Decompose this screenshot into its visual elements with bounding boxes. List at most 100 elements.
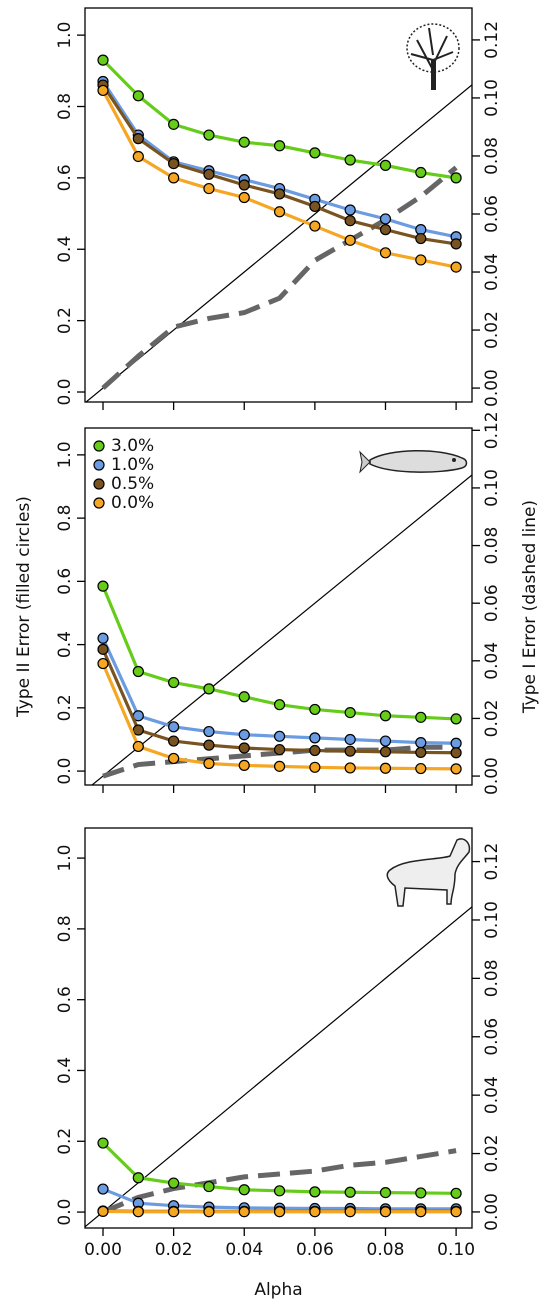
- reference-diagonal: [85, 906, 472, 1228]
- point: [238, 1184, 250, 1196]
- point: [203, 757, 215, 770]
- point: [273, 1206, 286, 1218]
- point: [415, 746, 427, 759]
- point: [168, 735, 180, 747]
- fish-icon: [359, 450, 468, 474]
- point: [379, 1206, 392, 1218]
- point: [344, 204, 356, 216]
- point: [273, 188, 286, 200]
- point: [379, 159, 392, 171]
- point: [415, 254, 427, 266]
- point: [203, 1180, 215, 1193]
- y-tick-label: 0.8: [55, 93, 75, 120]
- point: [450, 1206, 462, 1218]
- point: [203, 739, 215, 751]
- y-axis-label: Type II Error (filled circles): [14, 496, 34, 718]
- y-tick-label: 0.8: [55, 505, 75, 532]
- y2-tick-label: 0.10: [482, 79, 502, 117]
- y-tick-label: 0.2: [55, 1128, 75, 1155]
- point: [97, 84, 109, 97]
- point: [415, 762, 427, 775]
- point: [379, 735, 392, 747]
- point: [203, 168, 215, 180]
- x-axis-label: Alpha: [254, 1280, 302, 1300]
- point: [415, 1187, 427, 1199]
- y-tick-label: 1.0: [55, 441, 75, 468]
- point: [273, 1185, 286, 1197]
- plot-frame: [84, 827, 473, 1229]
- point: [450, 238, 462, 250]
- point: [344, 154, 356, 166]
- point: [97, 1205, 109, 1217]
- y-tick-label: 0.8: [55, 915, 75, 942]
- dog-icon: [386, 838, 471, 907]
- point: [238, 179, 250, 191]
- point: [273, 206, 286, 218]
- y2-tick-label: 0.08: [482, 527, 502, 565]
- point: [97, 54, 109, 66]
- point: [450, 1187, 462, 1199]
- x-tick-label: 0.06: [296, 1240, 334, 1260]
- point: [273, 730, 286, 742]
- y2-tick-label: 0.12: [482, 843, 502, 881]
- y2-tick-label: 0.04: [482, 642, 502, 680]
- x-tick-label: 0.00: [84, 1240, 122, 1260]
- point: [415, 166, 427, 179]
- point: [168, 752, 180, 765]
- point: [415, 711, 427, 723]
- point: [450, 747, 462, 759]
- point: [450, 737, 462, 749]
- point: [379, 762, 392, 774]
- tree-icon: [406, 23, 460, 90]
- y-tick-label: 0.0: [55, 758, 75, 785]
- x-tick-label: 0.02: [155, 1240, 193, 1260]
- y-tick-label: 0.6: [55, 164, 75, 191]
- point: [344, 234, 356, 246]
- point: [273, 760, 286, 772]
- point: [344, 733, 356, 746]
- y-tick-label: 1.0: [55, 845, 75, 872]
- point: [132, 724, 144, 736]
- y-tick-label: 0.2: [55, 694, 75, 721]
- point: [344, 706, 356, 719]
- y-tick-label: 0.0: [55, 378, 75, 405]
- legend-label: 0.5%: [111, 474, 154, 494]
- y2-tick-label: 0.12: [482, 21, 502, 59]
- y2-tick-label: 0.02: [482, 311, 502, 349]
- point: [309, 200, 321, 213]
- plot-frame: [84, 427, 473, 786]
- point: [238, 691, 250, 703]
- y-tick-label: 0.4: [55, 1057, 75, 1084]
- y2-tick-label: 0.00: [482, 369, 502, 407]
- point: [415, 1206, 427, 1218]
- point: [450, 172, 462, 184]
- reference-diagonal: [85, 84, 472, 402]
- point: [309, 732, 321, 744]
- legend-label: 0.0%: [111, 493, 154, 513]
- point: [379, 224, 392, 236]
- point: [415, 232, 427, 245]
- point: [132, 90, 144, 102]
- x-tick-label: 0.10: [437, 1240, 475, 1260]
- dashed-line: [101, 165, 458, 390]
- point: [97, 1183, 109, 1195]
- point: [344, 215, 356, 227]
- point: [379, 1187, 392, 1199]
- series-line: [101, 585, 457, 721]
- point: [344, 1206, 356, 1218]
- point: [309, 1186, 321, 1198]
- legend-label: 1.0%: [111, 455, 154, 475]
- point: [238, 759, 250, 771]
- legend-label: 3.0%: [111, 436, 154, 456]
- point: [309, 703, 321, 716]
- point: [379, 710, 392, 722]
- point: [238, 742, 250, 754]
- point: [132, 1172, 144, 1184]
- y2-tick-label: 0.00: [482, 1193, 502, 1231]
- point: [97, 643, 109, 655]
- point: [203, 182, 215, 195]
- y2-tick-label: 0.12: [482, 411, 502, 449]
- point: [309, 1206, 321, 1218]
- point: [344, 1186, 356, 1198]
- point: [97, 632, 109, 644]
